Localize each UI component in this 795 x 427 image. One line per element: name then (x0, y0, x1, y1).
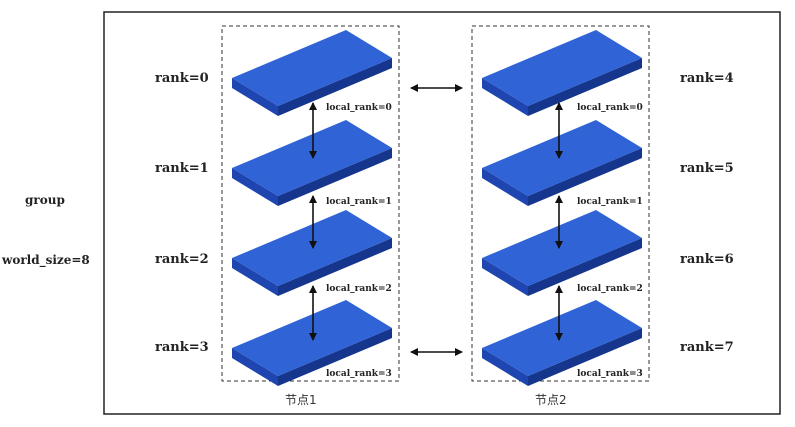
rank-label: rank=5 (680, 161, 734, 176)
card-side-face (278, 328, 392, 386)
rank-label: rank=7 (680, 340, 734, 355)
world-frame (103, 11, 781, 415)
rank-label: rank=4 (680, 71, 734, 86)
local-rank-label: local_rank=1 (577, 197, 643, 207)
card-top-face (482, 30, 642, 106)
card-side-face (528, 328, 642, 386)
card-top-face (232, 30, 392, 106)
local-rank-label: local_rank=2 (577, 284, 643, 294)
gpu-cards (232, 30, 642, 386)
card-side-face (278, 148, 392, 206)
card-front-face (232, 78, 278, 116)
card-front-face (482, 168, 528, 206)
local-rank-label: local_rank=3 (577, 369, 643, 379)
card-side-face (528, 238, 642, 296)
card-front-face (232, 168, 278, 206)
world-size-label: world_size=8 (1, 253, 90, 268)
local-rank-label: local_rank=0 (326, 103, 392, 113)
local-rank-label: local_rank=3 (326, 369, 392, 379)
node-label-1: 节点1 (285, 393, 317, 407)
node-label-2: 节点2 (535, 393, 567, 407)
gpu-card-5 (482, 120, 642, 206)
card-front-face (482, 258, 528, 296)
rank-label: rank=1 (155, 161, 209, 176)
rank-label: rank=0 (155, 71, 209, 86)
rank-label: rank=2 (155, 252, 209, 267)
card-front-face (232, 258, 278, 296)
group-label: group (25, 193, 65, 207)
connections (309, 84, 563, 356)
gpu-card-1 (232, 120, 392, 206)
card-side-face (528, 148, 642, 206)
gpu-card-4 (482, 30, 642, 116)
card-front-face (232, 348, 278, 386)
local-rank-label: local_rank=0 (577, 103, 643, 113)
card-front-face (482, 78, 528, 116)
card-side-face (278, 58, 392, 116)
rank-label: rank=6 (680, 252, 734, 267)
gpu-card-0 (232, 30, 392, 116)
card-side-face (528, 58, 642, 116)
local-rank-label: local_rank=1 (326, 197, 392, 207)
card-front-face (482, 348, 528, 386)
rank-label: rank=3 (155, 340, 209, 355)
local-rank-label: local_rank=2 (326, 284, 392, 294)
card-side-face (278, 238, 392, 296)
